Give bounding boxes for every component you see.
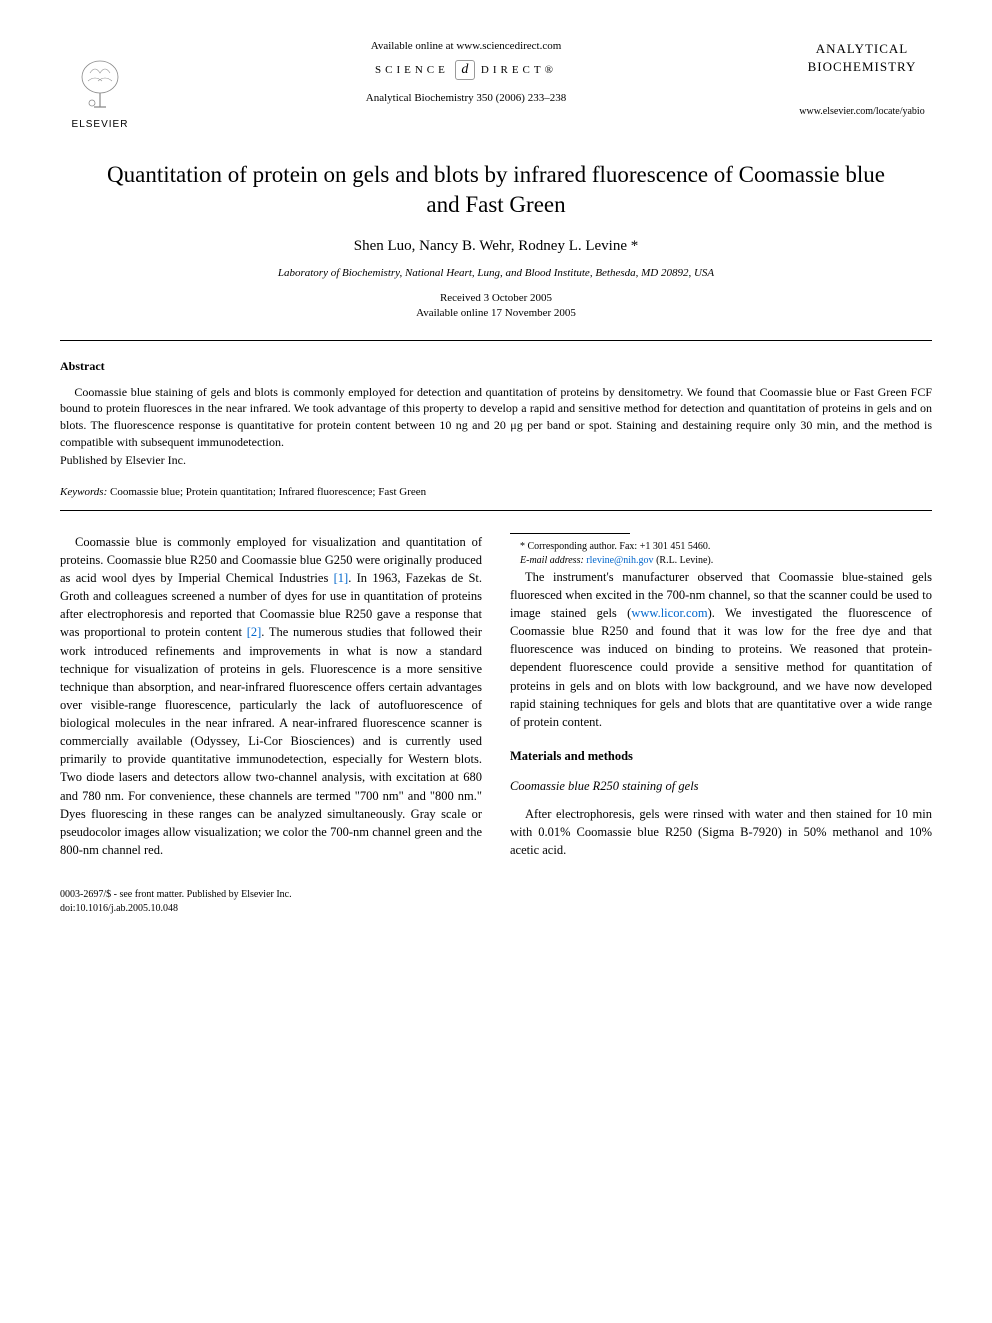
affiliation: Laboratory of Biochemistry, National Hea… bbox=[60, 267, 932, 279]
journal-name: ANALYTICAL BIOCHEMISTRY bbox=[792, 40, 932, 76]
keywords-label: Keywords: bbox=[60, 486, 107, 498]
journal-citation: Analytical Biochemistry 350 (2006) 233–2… bbox=[140, 92, 792, 104]
body-paragraph: After electrophoresis, gels were rinsed … bbox=[510, 805, 932, 859]
divider bbox=[60, 510, 932, 511]
sd-left: SCIENCE bbox=[375, 64, 449, 76]
page-header: ELSEVIER Available online at www.science… bbox=[60, 40, 932, 130]
journal-url[interactable]: www.elsevier.com/locate/yabio bbox=[792, 106, 932, 117]
available-date: Available online 17 November 2005 bbox=[416, 307, 576, 319]
article-dates: Received 3 October 2005 Available online… bbox=[60, 291, 932, 322]
ref-link[interactable]: [1] bbox=[334, 571, 349, 585]
elsevier-tree-icon bbox=[70, 55, 130, 115]
abstract-publisher: Published by Elsevier Inc. bbox=[60, 453, 932, 468]
abstract-heading: Abstract bbox=[60, 359, 932, 374]
email-line: E-mail address: rlevine@nih.gov (R.L. Le… bbox=[510, 554, 932, 568]
authors: Shen Luo, Nancy B. Wehr, Rodney L. Levin… bbox=[60, 238, 932, 255]
email-link[interactable]: rlevine@nih.gov bbox=[584, 555, 654, 566]
body-paragraph: The instrument's manufacturer observed t… bbox=[510, 568, 932, 731]
keywords: Keywords: Coomassie blue; Protein quanti… bbox=[60, 486, 932, 498]
body-paragraph: Coomassie blue is commonly employed for … bbox=[60, 533, 482, 859]
sd-right: DIRECT® bbox=[481, 64, 557, 76]
doi-line: doi:10.1016/j.ab.2005.10.048 bbox=[60, 903, 178, 914]
corresponding-author: * Corresponding author. Fax: +1 301 451 … bbox=[510, 540, 932, 554]
article-title: Quantitation of protein on gels and blot… bbox=[100, 160, 892, 220]
body-text: Coomassie blue is commonly employed for … bbox=[60, 533, 932, 869]
bottom-matter: 0003-2697/$ - see front matter. Publishe… bbox=[60, 888, 932, 916]
ref-link[interactable]: [2] bbox=[247, 625, 262, 639]
footnotes: * Corresponding author. Fax: +1 301 451 … bbox=[510, 540, 932, 568]
publisher-logo: ELSEVIER bbox=[60, 40, 140, 130]
keywords-text: Coomassie blue; Protein quantitation; In… bbox=[107, 486, 426, 498]
divider bbox=[60, 340, 932, 341]
subsection-heading: Coomassie blue R250 staining of gels bbox=[510, 777, 932, 795]
received-date: Received 3 October 2005 bbox=[440, 292, 552, 304]
publisher-name: ELSEVIER bbox=[72, 119, 129, 130]
external-link[interactable]: www.licor.com bbox=[631, 606, 707, 620]
sciencedirect-logo: SCIENCE d DIRECT® bbox=[140, 60, 792, 80]
abstract-text: Coomassie blue staining of gels and blot… bbox=[60, 384, 932, 451]
footnote-divider bbox=[510, 533, 630, 534]
sd-mark-icon: d bbox=[455, 60, 475, 80]
available-online-text: Available online at www.sciencedirect.co… bbox=[140, 40, 792, 52]
section-heading: Materials and methods bbox=[510, 747, 932, 765]
copyright-line: 0003-2697/$ - see front matter. Publishe… bbox=[60, 889, 292, 900]
journal-box: ANALYTICAL BIOCHEMISTRY www.elsevier.com… bbox=[792, 40, 932, 117]
center-header: Available online at www.sciencedirect.co… bbox=[140, 40, 792, 104]
abstract-section: Abstract Coomassie blue staining of gels… bbox=[60, 359, 932, 468]
